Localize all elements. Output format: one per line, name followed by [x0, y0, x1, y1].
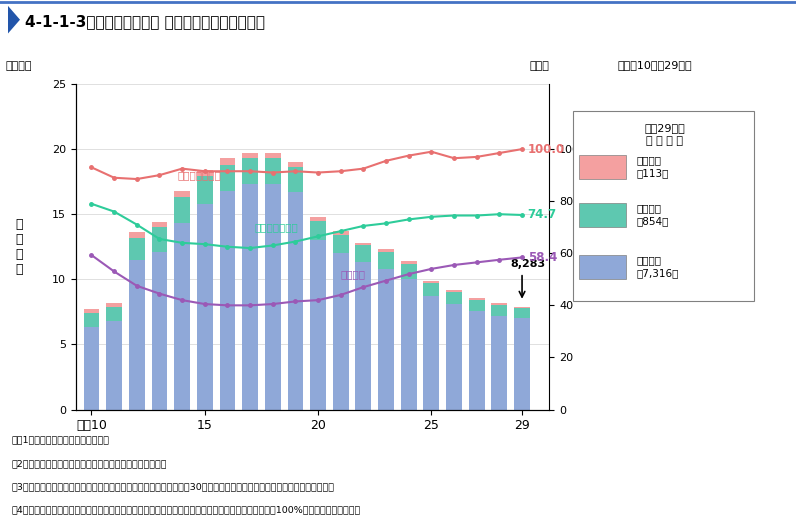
Bar: [151, 227, 167, 252]
Text: 2　「全検挙率」は，ひき逃げの全事件の検挙率をいう。: 2 「全検挙率」は，ひき逃げの全事件の検挙率をいう。: [12, 459, 167, 468]
Bar: [446, 290, 462, 292]
Bar: [197, 176, 213, 204]
Text: 軽傷事故
「7,316」: 軽傷事故 「7,316」: [636, 255, 678, 278]
Text: 検
挙
率: 検 挙 率: [650, 251, 657, 295]
Text: 58.4: 58.4: [528, 251, 557, 264]
Bar: [84, 328, 100, 410]
Text: 注　1　警察庁交通局の統計による。: 注 1 警察庁交通局の統計による。: [12, 436, 110, 445]
Bar: [446, 292, 462, 304]
Bar: [220, 165, 236, 191]
Bar: [174, 197, 190, 223]
Bar: [174, 191, 190, 197]
Bar: [469, 298, 485, 300]
Bar: [491, 303, 507, 306]
Bar: [514, 318, 530, 410]
Text: 死亡事故
「113」: 死亡事故 「113」: [636, 155, 669, 178]
Text: 死亡事故検挙率: 死亡事故検挙率: [178, 170, 221, 180]
Bar: [310, 240, 326, 410]
Bar: [84, 309, 100, 313]
Bar: [106, 307, 122, 321]
Text: （％）: （％）: [529, 61, 549, 71]
Text: 発
生
件
数: 発 生 件 数: [15, 218, 22, 276]
Bar: [491, 306, 507, 316]
Bar: [242, 153, 258, 158]
Bar: [333, 231, 349, 235]
Bar: [333, 253, 349, 410]
Bar: [469, 311, 485, 410]
Bar: [265, 158, 281, 184]
Bar: [197, 170, 213, 176]
Bar: [491, 316, 507, 410]
Bar: [310, 220, 326, 240]
Bar: [287, 162, 303, 167]
Bar: [356, 246, 372, 262]
Text: （千件）: （千件）: [6, 61, 32, 71]
Bar: [423, 280, 439, 283]
Bar: [129, 233, 145, 238]
Bar: [401, 264, 416, 279]
Bar: [378, 252, 394, 269]
Bar: [310, 217, 326, 220]
Bar: [129, 260, 145, 410]
Text: 8,283: 8,283: [511, 259, 546, 269]
Bar: [356, 262, 372, 410]
Bar: [220, 191, 236, 410]
Bar: [242, 184, 258, 410]
Bar: [401, 279, 416, 410]
Text: 4　検挙件数には，前年以前に認知された事件に係る検挙事件が含まれることがあるため，検挙率が100%を超える場合がある。: 4 検挙件数には，前年以前に認知された事件に係る検挙事件が含まれることがあるため…: [12, 505, 361, 514]
Bar: [423, 283, 439, 296]
Bar: [287, 192, 303, 410]
Text: 100.0: 100.0: [528, 143, 565, 155]
Text: 全検挙率: 全検挙率: [341, 269, 365, 279]
Text: 4-1-1-3図　ひき逃げ事件 発生件数・検挙率の推移: 4-1-1-3図 ひき逃げ事件 発生件数・検挙率の推移: [25, 14, 265, 29]
Bar: [242, 158, 258, 184]
Bar: [287, 167, 303, 192]
Bar: [197, 204, 213, 410]
Bar: [401, 261, 416, 264]
Text: 重傷事故検挙率: 重傷事故検挙率: [255, 222, 298, 232]
Bar: [378, 249, 394, 252]
Bar: [579, 255, 626, 279]
Text: 74.7: 74.7: [528, 208, 557, 222]
FancyBboxPatch shape: [573, 111, 755, 300]
Bar: [378, 269, 394, 410]
Bar: [333, 235, 349, 253]
Bar: [514, 307, 530, 308]
Text: 平成29年の
件 数 内 訳: 平成29年の 件 数 内 訳: [644, 123, 685, 146]
Bar: [514, 308, 530, 318]
Text: （平成10年～29年）: （平成10年～29年）: [618, 60, 693, 70]
Bar: [106, 321, 122, 410]
Bar: [579, 155, 626, 179]
Bar: [174, 223, 190, 410]
Bar: [446, 304, 462, 410]
Bar: [423, 296, 439, 410]
Bar: [129, 238, 145, 260]
Bar: [220, 158, 236, 165]
Bar: [579, 203, 626, 227]
Text: 重傷事故
「854」: 重傷事故 「854」: [636, 204, 669, 226]
Bar: [469, 300, 485, 311]
Bar: [84, 313, 100, 328]
Bar: [106, 303, 122, 307]
Bar: [151, 222, 167, 227]
Bar: [151, 252, 167, 410]
Bar: [265, 153, 281, 158]
Bar: [356, 243, 372, 246]
Polygon shape: [8, 6, 20, 34]
Bar: [265, 184, 281, 410]
Text: 3　「重傷」は交通事故による負傷の治療を要する期間が１か月（30日）以上のもの，「軽傷」は同未満のものをいう。: 3 「重傷」は交通事故による負傷の治療を要する期間が１か月（30日）以上のもの，…: [12, 482, 335, 491]
